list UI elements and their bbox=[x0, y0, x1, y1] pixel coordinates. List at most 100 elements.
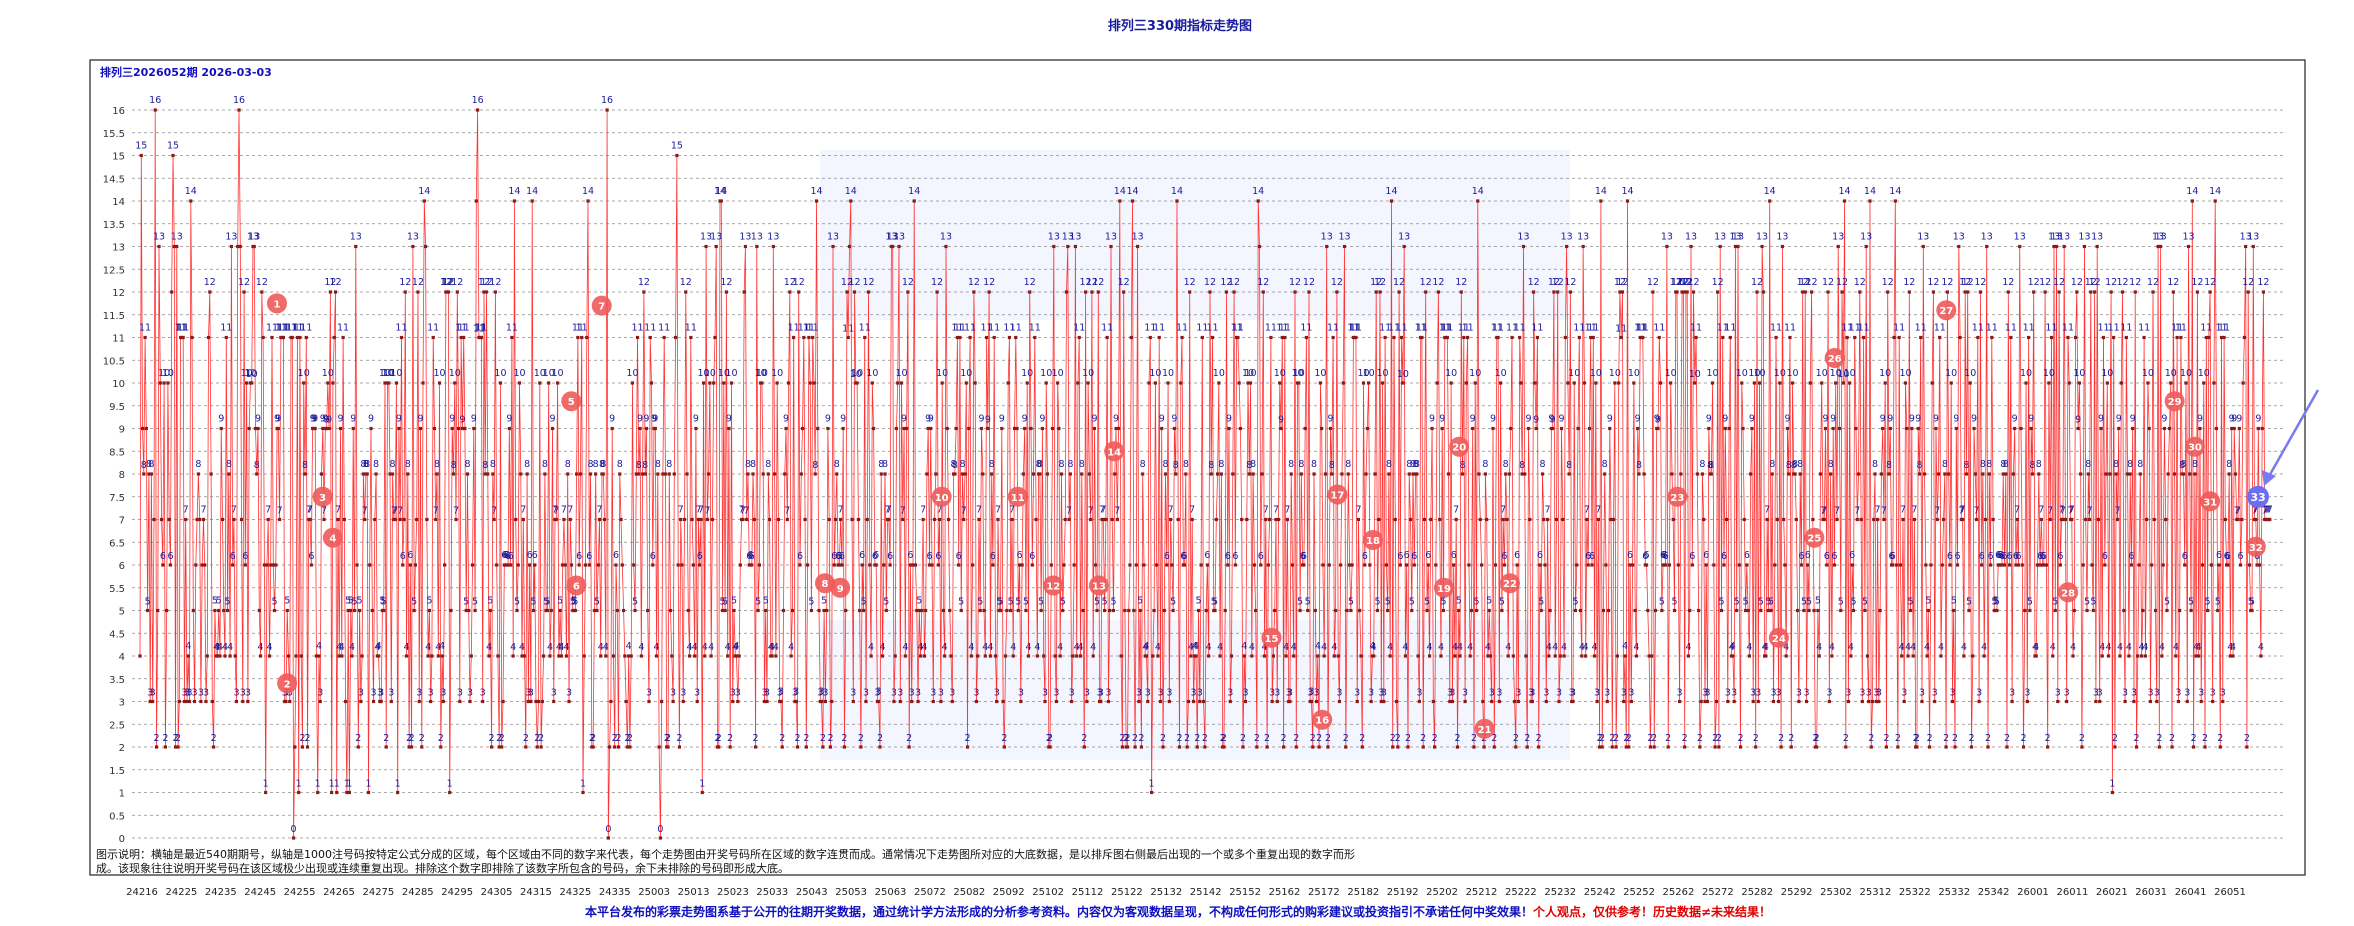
point-label: 8 bbox=[1636, 460, 1642, 471]
point-label: 9 bbox=[1830, 414, 1836, 425]
data-point bbox=[943, 654, 947, 658]
badge-circle bbox=[1768, 627, 1789, 648]
y-tick-label: 5.5 bbox=[109, 584, 125, 595]
data-point bbox=[976, 654, 980, 658]
point-label: 2 bbox=[538, 733, 544, 744]
data-point bbox=[1158, 699, 1163, 704]
point-label: 4 bbox=[1457, 642, 1463, 653]
data-point bbox=[950, 699, 954, 704]
data-point bbox=[2090, 563, 2094, 567]
data-point bbox=[399, 335, 404, 340]
data-point bbox=[200, 563, 204, 567]
point-label: 11 bbox=[2023, 323, 2035, 334]
data-point bbox=[1683, 745, 1687, 749]
data-point bbox=[529, 699, 533, 704]
point-label: 8 bbox=[666, 459, 672, 470]
point-label: 11 bbox=[981, 323, 993, 334]
data-point bbox=[1903, 381, 1908, 385]
point-label: 13 bbox=[247, 232, 259, 243]
point-label: 13 bbox=[1953, 232, 1965, 243]
badge-label: 8 bbox=[821, 579, 828, 590]
data-point bbox=[1629, 699, 1633, 704]
data-point bbox=[242, 290, 246, 294]
point-label: 8 bbox=[373, 459, 379, 470]
data-point bbox=[1024, 608, 1028, 613]
data-point bbox=[1195, 745, 1199, 749]
data-point bbox=[1991, 517, 1995, 522]
data-point bbox=[413, 563, 418, 567]
data-point bbox=[869, 654, 873, 658]
data-point bbox=[800, 426, 805, 431]
point-label: 6 bbox=[1798, 551, 1804, 562]
point-label: 7 bbox=[265, 505, 271, 516]
point-label: 10 bbox=[2020, 368, 2032, 379]
point-label: 12 bbox=[441, 277, 453, 288]
data-point bbox=[255, 472, 259, 476]
data-point bbox=[1213, 608, 1217, 613]
point-label: 4 bbox=[1142, 642, 1148, 653]
data-point bbox=[1434, 563, 1438, 567]
point-label: 7 bbox=[1114, 506, 1120, 517]
data-point bbox=[929, 426, 933, 431]
point-label: 5 bbox=[916, 596, 922, 607]
data-point bbox=[446, 290, 451, 294]
x-tick-label: 25142 bbox=[1190, 887, 1222, 898]
data-point bbox=[295, 335, 299, 340]
data-point bbox=[2169, 381, 2173, 385]
data-point bbox=[587, 563, 591, 567]
data-point bbox=[657, 745, 661, 749]
data-point bbox=[1163, 472, 1168, 476]
data-point bbox=[1360, 745, 1364, 749]
point-label: 8 bbox=[1519, 460, 1525, 471]
data-point bbox=[1389, 199, 1394, 203]
point-label: 3 bbox=[1731, 688, 1737, 699]
point-label: 2 bbox=[1123, 733, 1129, 744]
point-label: 12 bbox=[1806, 277, 1818, 288]
point-label: 2 bbox=[2156, 733, 2162, 744]
data-point bbox=[1238, 426, 1243, 431]
data-point bbox=[1438, 517, 1442, 522]
point-label: 5 bbox=[2205, 597, 2211, 608]
data-point bbox=[1601, 608, 1606, 613]
badge-label: 1 bbox=[274, 299, 281, 310]
badge-circle bbox=[1474, 718, 1495, 739]
data-point bbox=[1565, 244, 1569, 249]
y-tick-label: 8.5 bbox=[109, 447, 125, 458]
data-point bbox=[1028, 290, 1032, 294]
point-label: 8 bbox=[745, 459, 751, 470]
point-label: 7 bbox=[1009, 505, 1015, 516]
point-label: 4 bbox=[1321, 642, 1327, 653]
data-point bbox=[1057, 426, 1061, 431]
point-label: 4 bbox=[1546, 642, 1552, 653]
data-point bbox=[1204, 608, 1208, 613]
data-point bbox=[839, 517, 843, 522]
data-point bbox=[298, 335, 302, 340]
point-label: 2 bbox=[355, 733, 361, 744]
data-point bbox=[918, 654, 923, 658]
data-point bbox=[2053, 608, 2057, 613]
data-point bbox=[1910, 426, 1914, 431]
data-point bbox=[987, 290, 991, 294]
data-point bbox=[1883, 381, 1887, 385]
x-tick-label: 25043 bbox=[796, 887, 828, 898]
point-label: 7 bbox=[784, 506, 790, 517]
point-label: 6 bbox=[1404, 550, 1410, 561]
data-point bbox=[1497, 699, 1501, 704]
data-point bbox=[978, 608, 982, 613]
y-tick-label: 4.5 bbox=[109, 629, 125, 640]
point-label: 4 bbox=[1583, 642, 1589, 653]
point-label: 14 bbox=[418, 186, 430, 197]
point-label: 3 bbox=[2154, 688, 2160, 699]
data-point bbox=[1973, 472, 1977, 476]
y-tick-label: 4 bbox=[119, 652, 125, 663]
point-label: 11 bbox=[1396, 323, 1408, 334]
point-label: 3 bbox=[2097, 688, 2103, 699]
point-label: 3 bbox=[1447, 688, 1453, 699]
point-label: 1 bbox=[2109, 779, 2115, 790]
data-point bbox=[2047, 381, 2051, 385]
data-point bbox=[2010, 699, 2014, 704]
x-tick-label: 25232 bbox=[1544, 887, 1576, 898]
point-label: 3 bbox=[2122, 688, 2128, 699]
point-label: 3 bbox=[440, 688, 446, 699]
point-label: 5 bbox=[821, 596, 827, 607]
